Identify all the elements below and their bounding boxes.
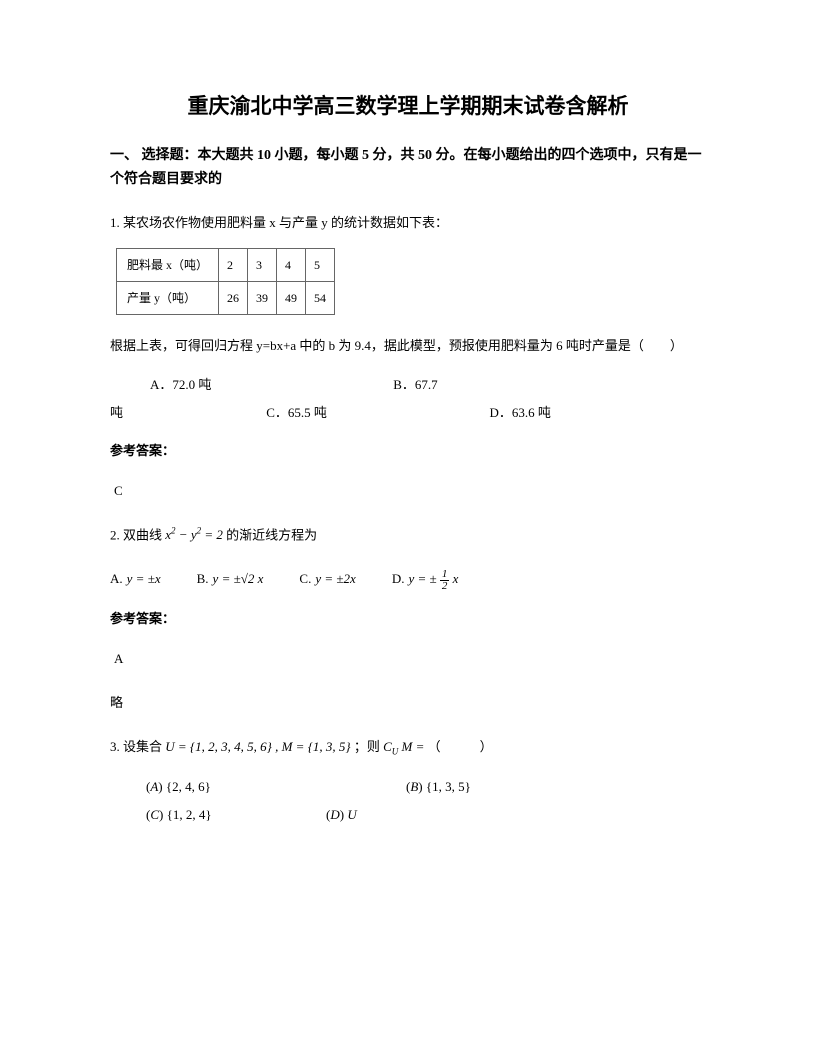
q3-text: 3. 设集合 U = {1, 2, 3, 4, 5, 6} , M = {1, … (110, 734, 706, 761)
table-row: 肥料最 x（吨） 2 3 4 5 (117, 248, 335, 281)
q1-opt-b-cont: 吨 (110, 405, 123, 420)
q2-slight: 略 (110, 690, 706, 716)
q3-suffix: （ ） (424, 739, 492, 754)
question-2: 2. 双曲线 x2 − y2 = 2 的渐近线方程为 A. y = ±x B. … (110, 522, 706, 716)
q2-opt-a: A. y = ±x (110, 566, 161, 592)
q2-answer: A (114, 646, 706, 672)
frac-den: 2 (440, 581, 450, 592)
q3-prefix: 3. 设集合 (110, 739, 165, 754)
q2-options: A. y = ±x B. y = ±√2 x C. y = ±2x D. y =… (110, 566, 706, 592)
q3-mid: ；则 (351, 739, 384, 754)
q2-text: 2. 双曲线 x2 − y2 = 2 的渐近线方程为 (110, 522, 706, 548)
table-cell: 3 (248, 248, 277, 281)
q1-answer: C (114, 478, 706, 504)
q1-options: A．72.0 吨 B．67.7 吨 C．65.5 吨 D．63.6 吨 (110, 371, 706, 428)
table-cell: 54 (306, 281, 335, 314)
q2-formula: x2 − y2 = 2 (165, 527, 223, 542)
opt-label: D. (392, 566, 405, 592)
q1-opt-c: C．65.5 吨 (266, 399, 486, 428)
q1-table: 肥料最 x（吨） 2 3 4 5 产量 y（吨） 26 39 49 54 (116, 248, 335, 315)
table-cell: 产量 y（吨） (117, 281, 219, 314)
q2-suffix: 的渐近线方程为 (223, 527, 317, 542)
q3-set: U = {1, 2, 3, 4, 5, 6} , M = {1, 3, 5} (165, 739, 350, 754)
q3-opt-d: (D) U (326, 801, 357, 830)
q2-prefix: 2. 双曲线 (110, 527, 165, 542)
table-cell: 26 (219, 281, 248, 314)
table-cell: 2 (219, 248, 248, 281)
q3-opt-b: (B) {1, 3, 5} (406, 773, 471, 802)
q3-opt-a: (A) {2, 4, 6} (146, 773, 406, 802)
question-1: 1. 某农场农作物使用肥料量 x 与产量 y 的统计数据如下表： 肥料最 x（吨… (110, 210, 706, 504)
q1-text: 1. 某农场农作物使用肥料量 x 与产量 y 的统计数据如下表： (110, 210, 706, 236)
q2-opt-b: B. y = ±√2 x (197, 566, 264, 592)
opt-label: B. (197, 566, 209, 592)
q1-followup: 根据上表，可得回归方程 y=bx+a 中的 b 为 9.4，据此模型，预报使用肥… (110, 333, 706, 359)
q3-opt-c: (C) {1, 2, 4} (146, 801, 326, 830)
answer-label: 参考答案： (110, 606, 706, 632)
opt-formula: y = ±x (127, 566, 161, 592)
q1-opt-d: D．63.6 吨 (490, 405, 551, 420)
opt-label: A. (110, 566, 123, 592)
question-3: 3. 设集合 U = {1, 2, 3, 4, 5, 6} , M = {1, … (110, 734, 706, 830)
opt-label: C. (299, 566, 311, 592)
frac-num: 1 (440, 569, 450, 581)
opt-formula: y = ±√2 x (213, 566, 264, 592)
q2-opt-c: C. y = ±2x (299, 566, 355, 592)
q1-opt-a: A．72.0 吨 (150, 371, 390, 400)
table-cell: 5 (306, 248, 335, 281)
page-title: 重庆渝北中学高三数学理上学期期末试卷含解析 (110, 90, 706, 120)
table-cell: 39 (248, 281, 277, 314)
table-cell: 肥料最 x（吨） (117, 248, 219, 281)
table-row: 产量 y（吨） 26 39 49 54 (117, 281, 335, 314)
opt-formula: y = ±2x (315, 566, 355, 592)
opt-formula: y = ± 12 x (408, 566, 458, 592)
table-cell: 49 (277, 281, 306, 314)
answer-label: 参考答案： (110, 438, 706, 464)
q3-complement: CU M = (383, 739, 424, 754)
q2-opt-d: D. y = ± 12 x (392, 566, 459, 592)
q3-options: (A) {2, 4, 6} (B) {1, 3, 5} (C) {1, 2, 4… (146, 773, 706, 830)
section-header: 一、 选择题：本大题共 10 小题，每小题 5 分，共 50 分。在每小题给出的… (110, 144, 706, 192)
table-cell: 4 (277, 248, 306, 281)
q1-opt-b: B．67.7 (393, 377, 437, 392)
